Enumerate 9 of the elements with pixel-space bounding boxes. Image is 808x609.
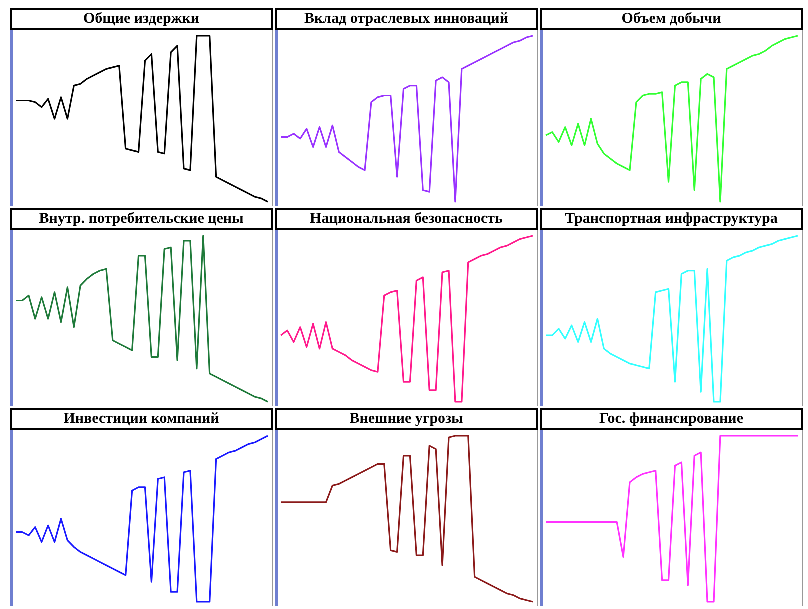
chart-title: Внутр. потребительские цены bbox=[10, 208, 273, 230]
chart-title: Внешние угрозы bbox=[275, 408, 538, 430]
chart-title: Инвестиции компаний bbox=[10, 408, 273, 430]
chart-title: Транспортная инфраструктура bbox=[540, 208, 803, 230]
chart-title: Общие издержки bbox=[10, 8, 273, 30]
chart-title: Национальная безопасность bbox=[275, 208, 538, 230]
chart-title: Гос. финансирование bbox=[540, 408, 803, 430]
chart-title: Объем добычи bbox=[540, 8, 803, 30]
chart-title: Вклад отраслевых инноваций bbox=[275, 8, 538, 30]
